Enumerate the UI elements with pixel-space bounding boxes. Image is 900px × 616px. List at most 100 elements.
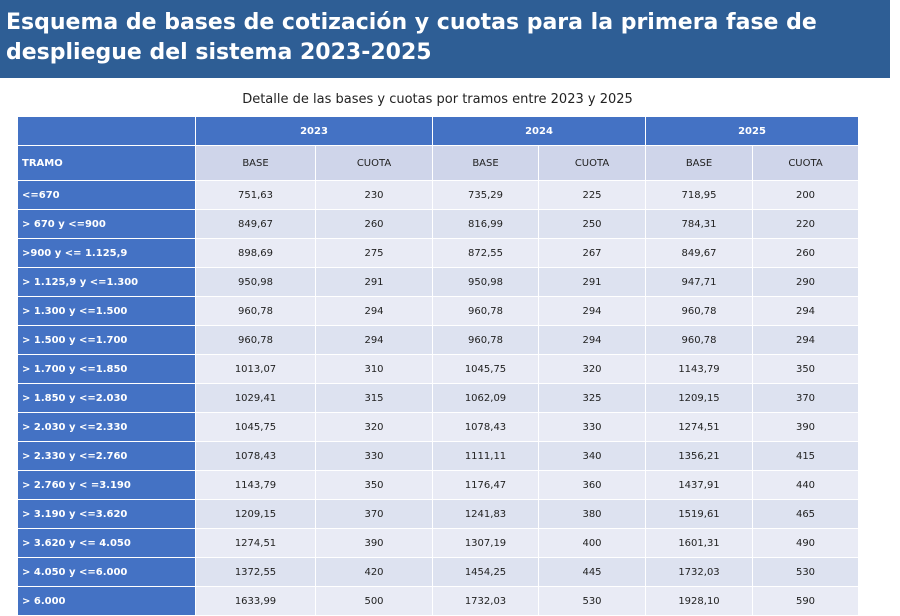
- value-cell: 291: [315, 267, 433, 297]
- value-cell: 947,71: [645, 267, 753, 297]
- value-cell: 291: [538, 267, 646, 297]
- value-cell: 1356,21: [645, 441, 753, 471]
- tramo-cell: > 1.300 y <=1.500: [17, 296, 196, 326]
- column-header: CUOTA: [538, 145, 646, 181]
- tramo-cell: > 2.330 y <=2.760: [17, 441, 196, 471]
- value-cell: 1013,07: [195, 354, 316, 384]
- tramo-cell: > 1.125,9 y <=1.300: [17, 267, 196, 297]
- corner-cell: [17, 116, 196, 146]
- value-cell: 849,67: [195, 209, 316, 239]
- value-cell: 960,78: [432, 296, 539, 326]
- value-cell: 1029,41: [195, 383, 316, 413]
- table-caption: Detalle de las bases y cuotas por tramos…: [242, 92, 633, 107]
- value-cell: 960,78: [195, 296, 316, 326]
- value-cell: 1454,25: [432, 557, 539, 587]
- value-cell: 751,63: [195, 180, 316, 210]
- value-cell: 530: [538, 586, 646, 616]
- tramo-cell: > 3.620 y <= 4.050: [17, 528, 196, 558]
- table-row: > 2.030 y <=2.330 1045,75 320 1078,43 330 127…: [17, 412, 859, 442]
- value-cell: 1633,99: [195, 586, 316, 616]
- value-cell: 440: [752, 470, 859, 500]
- value-cell: 1045,75: [195, 412, 316, 442]
- value-cell: 200: [752, 180, 859, 210]
- table-row: > 2.330 y <=2.760 1078,43 330 1111,11 340 135…: [17, 441, 859, 471]
- value-cell: 225: [538, 180, 646, 210]
- title-banner: Esquema de bases de cotización y cuotas …: [0, 0, 890, 78]
- value-cell: 330: [315, 441, 433, 471]
- value-cell: 1241,83: [432, 499, 539, 529]
- value-cell: 816,99: [432, 209, 539, 239]
- table-row: > 4.050 y <=6.000 1372,55 420 1454,25 445 173…: [17, 557, 859, 587]
- value-cell: 950,98: [432, 267, 539, 297]
- tramo-cell: >900 y <= 1.125,9: [17, 238, 196, 268]
- value-cell: 530: [752, 557, 859, 587]
- tramo-cell: > 1.850 y <=2.030: [17, 383, 196, 413]
- table-row: > 6.000 1633,99 500 1732,03 530 1928,10 590: [17, 586, 859, 616]
- tramo-cell: > 3.190 y <=3.620: [17, 499, 196, 529]
- table-row: > 1.850 y <=2.030 1029,41 315 1062,09 325 120…: [17, 383, 859, 413]
- value-cell: 1078,43: [195, 441, 316, 471]
- year-header: 2024: [432, 116, 646, 146]
- table-row: > 1.300 y <=1.500 960,78 294 960,78 294 960,7…: [17, 296, 859, 326]
- value-cell: 275: [315, 238, 433, 268]
- table-row: <=670 751,63 230 735,29 225 718,95 200: [17, 180, 859, 210]
- tramo-cell: > 6.000: [17, 586, 196, 616]
- value-cell: 380: [538, 499, 646, 529]
- value-cell: 267: [538, 238, 646, 268]
- value-cell: 340: [538, 441, 646, 471]
- value-cell: 350: [752, 354, 859, 384]
- value-cell: 390: [315, 528, 433, 558]
- tramo-cell: > 1.500 y <=1.700: [17, 325, 196, 355]
- value-cell: 330: [538, 412, 646, 442]
- tramo-cell: > 4.050 y <=6.000: [17, 557, 196, 587]
- table-row: >900 y <= 1.125,9 898,69 275 872,55 267 849,6…: [17, 238, 859, 268]
- tramo-cell: > 670 y <=900: [17, 209, 196, 239]
- value-cell: 1143,79: [645, 354, 753, 384]
- value-cell: 1045,75: [432, 354, 539, 384]
- value-cell: 590: [752, 586, 859, 616]
- value-cell: 294: [315, 325, 433, 355]
- value-cell: 310: [315, 354, 433, 384]
- column-header: BASE: [432, 145, 539, 181]
- value-cell: 490: [752, 528, 859, 558]
- value-cell: 400: [538, 528, 646, 558]
- value-cell: 260: [752, 238, 859, 268]
- value-cell: 1372,55: [195, 557, 316, 587]
- value-cell: 294: [752, 325, 859, 355]
- value-cell: 1062,09: [432, 383, 539, 413]
- value-cell: 390: [752, 412, 859, 442]
- value-cell: 415: [752, 441, 859, 471]
- value-cell: 1274,51: [645, 412, 753, 442]
- table-row: > 3.620 y <= 4.050 1274,51 390 1307,19 400 16…: [17, 528, 859, 558]
- value-cell: 445: [538, 557, 646, 587]
- value-cell: 1143,79: [195, 470, 316, 500]
- value-cell: 872,55: [432, 238, 539, 268]
- table-row: > 1.500 y <=1.700 960,78 294 960,78 294 960,7…: [17, 325, 859, 355]
- value-cell: 718,95: [645, 180, 753, 210]
- table-row: > 3.190 y <=3.620 1209,15 370 1241,83 380 151…: [17, 499, 859, 529]
- value-cell: 294: [315, 296, 433, 326]
- value-cell: 1209,15: [645, 383, 753, 413]
- title: Esquema de bases de cotización y cuotas …: [6, 10, 817, 65]
- value-cell: 230: [315, 180, 433, 210]
- column-row: TRAMO BASE CUOTA BASE CUOTA BASE CUOTA: [17, 145, 859, 181]
- column-header: TRAMO: [17, 145, 196, 181]
- tramo-cell: > 1.700 y <=1.850: [17, 354, 196, 384]
- column-header: BASE: [195, 145, 316, 181]
- value-cell: 350: [315, 470, 433, 500]
- value-cell: 250: [538, 209, 646, 239]
- value-cell: 320: [315, 412, 433, 442]
- value-cell: 465: [752, 499, 859, 529]
- value-cell: 1209,15: [195, 499, 316, 529]
- value-cell: 325: [538, 383, 646, 413]
- value-cell: 960,78: [432, 325, 539, 355]
- value-cell: 898,69: [195, 238, 316, 268]
- value-cell: 290: [752, 267, 859, 297]
- table-row: > 2.760 y < =3.190 1143,79 350 1176,47 360 14…: [17, 470, 859, 500]
- value-cell: 1176,47: [432, 470, 539, 500]
- table-row: > 1.700 y <=1.850 1013,07 310 1045,75 320 114…: [17, 354, 859, 384]
- table-head: 2023 2024 2025 TRAMO BASE CUOTA BASE CUOTA BASE C…: [17, 116, 859, 181]
- value-cell: 1732,03: [645, 557, 753, 587]
- value-cell: 360: [538, 470, 646, 500]
- value-cell: 1732,03: [432, 586, 539, 616]
